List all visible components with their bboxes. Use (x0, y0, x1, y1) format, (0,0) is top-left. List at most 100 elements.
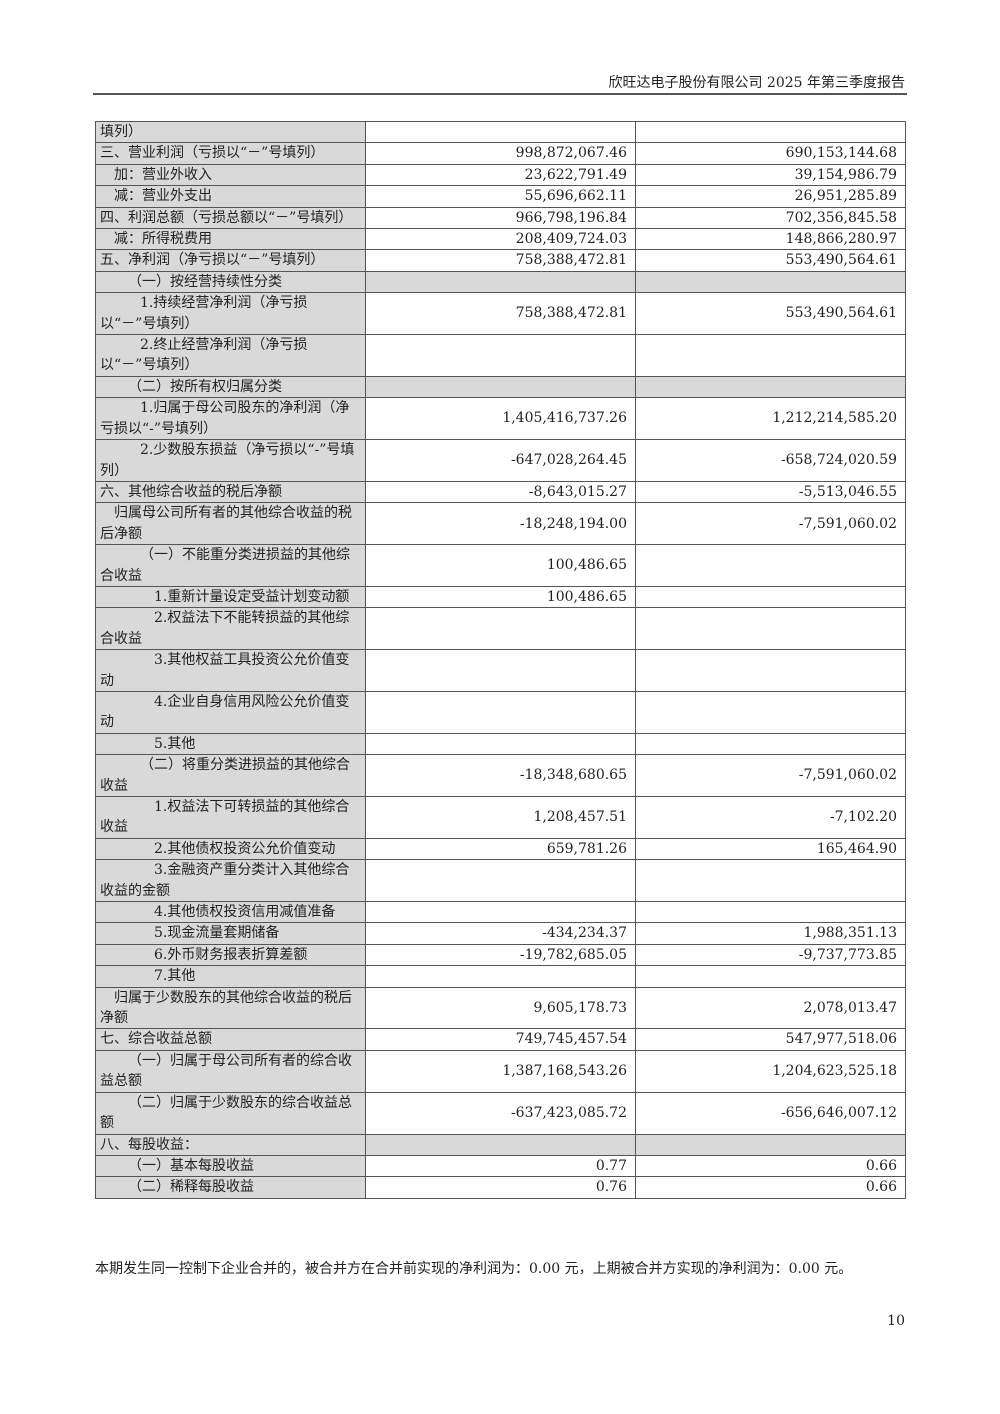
table-row: 归属于少数股东的其他综合收益的税后净额 9,605,178.73 2,078,013… (95, 986, 906, 1030)
table-row: 2.少数股东损益（净亏损以“-”号填列） -647,028,264.45 -658,… (95, 439, 906, 482)
table-row: 1.持续经营净利润（净亏损以“－”号填列） 758,388,472.81 553,4… (95, 292, 906, 336)
row-label: 7.其他 (95, 965, 366, 988)
current-period-value: 0.76 (365, 1176, 636, 1199)
table-row: 归属母公司所有者的其他综合收益的税后净额 -18,248,194.00 -7,591… (95, 502, 906, 546)
table-row: （二）稀释每股收益 0.76 0.66 (95, 1176, 906, 1199)
prior-period-value (635, 1133, 906, 1156)
table-row: （一）不能重分类进损益的其他综合收益 100,486.65 (95, 544, 906, 587)
current-period-value (365, 901, 636, 924)
current-period-value: -434,234.37 (365, 922, 636, 945)
prior-period-value (635, 732, 906, 756)
row-label: 减：营业外支出 (95, 185, 366, 208)
row-label: 六、其他综合收益的税后净额 (95, 480, 366, 504)
table-row: 1.权益法下可转损益的其他综合收益 1,208,457.51 -7,102.20 (95, 796, 906, 839)
table-row: 六、其他综合收益的税后净额 -8,643,015.27 -5,513,046.55 (95, 480, 906, 504)
table-row: 4.企业自身信用风险公允价值变动 (95, 690, 906, 734)
current-period-value: 1,405,416,737.26 (365, 397, 636, 441)
row-label: （二）将重分类进损益的其他综合收益 (95, 754, 366, 797)
current-period-value (365, 859, 636, 903)
row-label: （一）不能重分类进损益的其他综合收益 (95, 544, 366, 587)
prior-period-value (635, 334, 906, 377)
row-label: 6.外币财务报表折算差额 (95, 943, 366, 967)
table-row: 五、净利润（净亏损以“－”号填列） 758,388,472.81 553,490,5… (95, 249, 906, 272)
table-row: （二）归属于少数股东的综合收益总额 -637,423,085.72 -656,646… (95, 1091, 906, 1135)
row-label: 填列） (95, 120, 366, 144)
table-row: 四、利润总额（亏损总额以“－”号填列） 966,798,196.84 702,356… (95, 206, 906, 230)
current-period-value: 1,387,168,543.26 (365, 1049, 636, 1093)
row-label: 八、每股收益： (95, 1133, 366, 1156)
row-label: 3.金融资产重分类计入其他综合收益的金额 (95, 859, 366, 903)
prior-period-value: -7,591,060.02 (635, 502, 906, 546)
current-period-value (365, 120, 636, 144)
row-label: 加：营业外收入 (95, 163, 366, 187)
prior-period-value (635, 585, 906, 609)
row-label: （二）归属于少数股东的综合收益总额 (95, 1091, 366, 1135)
prior-period-value: 0.66 (635, 1154, 906, 1178)
row-label: 减：所得税费用 (95, 228, 366, 251)
row-label: 3.其他权益工具投资公允价值变动 (95, 649, 366, 692)
row-label: 七、综合收益总额 (95, 1028, 366, 1051)
table-row: 5.其他 (95, 732, 906, 756)
prior-period-value (635, 270, 906, 294)
table-row: 减：所得税费用 208,409,724.03 148,866,280.97 (95, 228, 906, 251)
row-label: （一）基本每股收益 (95, 1154, 366, 1178)
table-row: （一）基本每股收益 0.77 0.66 (95, 1154, 906, 1178)
prior-period-value (635, 544, 906, 587)
current-period-value: 758,388,472.81 (365, 292, 636, 336)
prior-period-value: -7,102.20 (635, 796, 906, 839)
table-row: 2.权益法下不能转损益的其他综合收益 (95, 607, 906, 651)
current-period-value: -8,643,015.27 (365, 480, 636, 504)
current-period-value: 0.77 (365, 1154, 636, 1178)
prior-period-value (635, 607, 906, 651)
row-label: 5.现金流量套期储备 (95, 922, 366, 945)
table-row: 2.其他债权投资公允价值变动 659,781.26 165,464.90 (95, 837, 906, 861)
prior-period-value (635, 649, 906, 692)
current-period-value: -647,028,264.45 (365, 439, 636, 482)
prior-period-value: -7,591,060.02 (635, 754, 906, 797)
row-label: 1.持续经营净利润（净亏损以“－”号填列） (95, 292, 366, 336)
prior-period-value: 0.66 (635, 1176, 906, 1199)
current-period-value (365, 270, 636, 294)
prior-period-value: 2,078,013.47 (635, 986, 906, 1030)
row-label: （二）按所有权归属分类 (95, 375, 366, 399)
table-row: 4.其他债权投资信用减值准备 (95, 901, 906, 924)
current-period-value: 1,208,457.51 (365, 796, 636, 839)
prior-period-value (635, 120, 906, 144)
row-label: （一）按经营持续性分类 (95, 270, 366, 294)
table-row: 3.金融资产重分类计入其他综合收益的金额 (95, 859, 906, 903)
table-row: 填列） (95, 120, 906, 144)
table-row: 三、营业利润（亏损以“－”号填列） 998,872,067.46 690,153,1… (95, 142, 906, 165)
current-period-value: 100,486.65 (365, 585, 636, 609)
prior-period-value: -5,513,046.55 (635, 480, 906, 504)
current-period-value (365, 334, 636, 377)
prior-period-value: 39,154,986.79 (635, 163, 906, 187)
current-period-value: 9,605,178.73 (365, 986, 636, 1030)
current-period-value: 208,409,724.03 (365, 228, 636, 251)
current-period-value: 23,622,791.49 (365, 163, 636, 187)
row-label: 四、利润总额（亏损总额以“－”号填列） (95, 206, 366, 230)
prior-period-value: 148,866,280.97 (635, 228, 906, 251)
table-row: 2.终止经营净利润（净亏损以“－”号填列） (95, 334, 906, 377)
table-row: 减：营业外支出 55,696,662.11 26,951,285.89 (95, 185, 906, 208)
row-label: 五、净利润（净亏损以“－”号填列） (95, 249, 366, 272)
table-row: 七、综合收益总额 749,745,457.54 547,977,518.06 (95, 1028, 906, 1051)
table-row: 3.其他权益工具投资公允价值变动 (95, 649, 906, 692)
current-period-value: 55,696,662.11 (365, 185, 636, 208)
page-number: 10 (887, 1313, 905, 1329)
prior-period-value: -656,646,007.12 (635, 1091, 906, 1135)
current-period-value: 749,745,457.54 (365, 1028, 636, 1051)
current-period-value: -18,248,194.00 (365, 502, 636, 546)
header-rule (93, 93, 907, 95)
table-row: 加：营业外收入 23,622,791.49 39,154,986.79 (95, 163, 906, 187)
prior-period-value: 547,977,518.06 (635, 1028, 906, 1051)
table-row: 7.其他 (95, 965, 906, 988)
table-row: （二）将重分类进损益的其他综合收益 -18,348,680.65 -7,591,06… (95, 754, 906, 797)
prior-period-value: 553,490,564.61 (635, 249, 906, 272)
row-label: （一）归属于母公司所有者的综合收益总额 (95, 1049, 366, 1093)
row-label: 2.其他债权投资公允价值变动 (95, 837, 366, 861)
prior-period-value (635, 965, 906, 988)
current-period-value: 100,486.65 (365, 544, 636, 587)
current-period-value: 966,798,196.84 (365, 206, 636, 230)
table-row: 1.重新计量设定受益计划变动额 100,486.65 (95, 585, 906, 609)
current-period-value: -19,782,685.05 (365, 943, 636, 967)
